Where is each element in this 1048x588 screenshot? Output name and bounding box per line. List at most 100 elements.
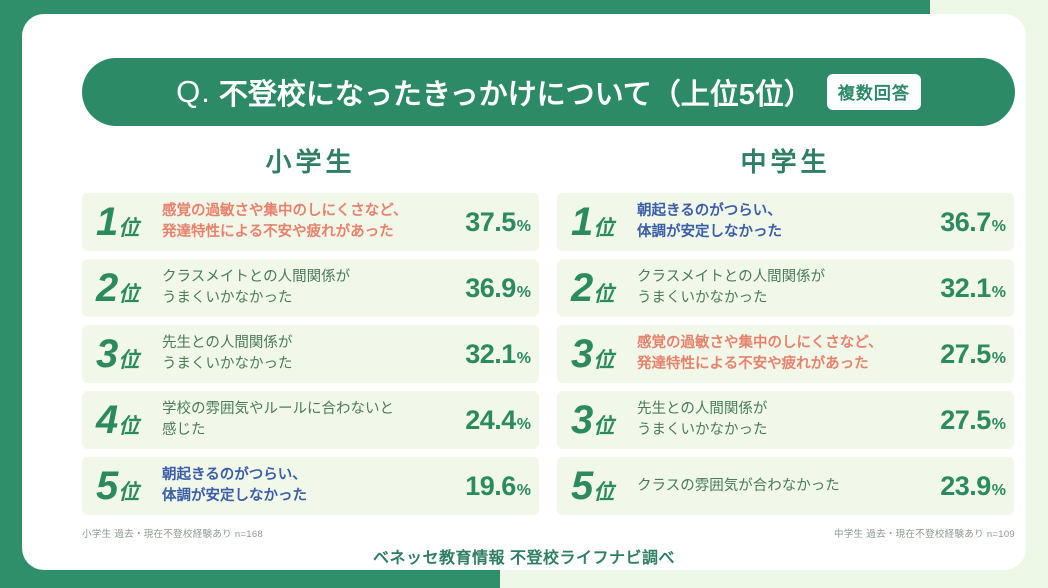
percent-sign: % [991, 217, 1006, 235]
reason-line: 体調が安定しなかった [637, 224, 782, 240]
rank-badge: 5 位 [571, 466, 637, 506]
reason-line: 朝起きるのがつらい、 [162, 467, 307, 484]
percentage-value: 27.5 % [910, 338, 1006, 369]
percentage-value: 36.7 % [910, 206, 1006, 237]
rank-unit: 位 [593, 415, 615, 438]
title-bar: Q. 不登校になったきっかけについて（上位5位） 複数回答 [82, 58, 1015, 126]
column-juniorhigh: 中学生 1 位 朝起きるのがつらい、 体調が安定しなかった 36.7 % [557, 142, 1014, 523]
rank-unit: 位 [118, 217, 140, 240]
reason-line: 感覚の過敏さや集中のしにくさなど、 [162, 203, 408, 220]
reason-text: 感覚の過敏さや集中のしにくさなど、 発達特性による不安や疲れがあった [162, 201, 435, 242]
reason-text: クラスメイトとの人間関係が うまくいかなかった [637, 267, 910, 308]
reason-line: 先生との人間関係が [162, 335, 293, 352]
results-columns: 小学生 1 位 感覚の過敏さや集中のしにくさなど、 発達特性による不安や疲れがあ… [82, 142, 1015, 523]
source-credit: ベネッセ教育情報 不登校ライフナビ調べ [373, 550, 675, 567]
table-row: 2 位 クラスメイトとの人間関係が うまくいかなかった 36.9 % [82, 259, 539, 317]
table-row: 4 位 学校の雰囲気やルールに合わないと 感じた 24.4 % [82, 391, 539, 449]
percent-sign: % [991, 283, 1006, 301]
percentage-number: 24.4 [465, 404, 516, 435]
table-row: 2 位 クラスメイトとの人間関係が うまくいかなかった 32.1 % [557, 259, 1014, 317]
reason-line: うまくいかなかった [162, 290, 293, 306]
rank-number: 5 [571, 464, 593, 508]
reason-line: 発達特性による不安や疲れがあった [162, 224, 394, 240]
percent-sign: % [991, 481, 1006, 499]
reason-line: うまくいかなかった [637, 290, 768, 306]
page-title: 不登校になったきっかけについて（上位5位） [218, 79, 813, 111]
rank-unit: 位 [118, 283, 140, 306]
rank-badge: 1 位 [571, 202, 637, 242]
rank-badge: 3 位 [96, 334, 162, 374]
rank-unit: 位 [118, 481, 140, 504]
reason-text: クラスメイトとの人間関係が うまくいかなかった [162, 267, 435, 308]
percentage-value: 24.4 % [435, 404, 531, 435]
table-row: 1 位 感覚の過敏さや集中のしにくさなど、 発達特性による不安や疲れがあった 3… [82, 193, 539, 251]
reason-line: 学校の雰囲気やルールに合わないと [162, 401, 394, 418]
percentage-value: 37.5 % [435, 206, 531, 237]
reason-text: 感覚の過敏さや集中のしにくさなど、 発達特性による不安や疲れがあった [637, 333, 910, 374]
percent-sign: % [991, 415, 1006, 433]
frame-band-bottom [0, 566, 500, 588]
reason-text: クラスの雰囲気が合わなかった [637, 476, 910, 497]
percentage-value: 27.5 % [910, 404, 1006, 435]
percentage-value: 32.1 % [910, 272, 1006, 303]
rank-badge: 5 位 [96, 466, 162, 506]
percentage-number: 36.7 [940, 206, 991, 237]
rank-badge: 4 位 [96, 400, 162, 440]
column-elementary: 小学生 1 位 感覚の過敏さや集中のしにくさなど、 発達特性による不安や疲れがあ… [82, 142, 539, 523]
table-row: 5 位 クラスの雰囲気が合わなかった 23.9 % [557, 457, 1014, 515]
table-row: 3 位 先生との人間関係が うまくいかなかった 32.1 % [82, 325, 539, 383]
percentage-number: 37.5 [465, 206, 516, 237]
sample-size-notes: 小学生 過去・現在不登校経験あり n=168 中学生 過去・現在不登校経験あり … [82, 526, 1015, 540]
reason-line: 先生との人間関係が [637, 401, 768, 418]
percent-sign: % [516, 217, 531, 235]
reason-line: 発達特性による不安や疲れがあった [637, 356, 869, 372]
reason-text: 朝起きるのがつらい、 体調が安定しなかった [162, 465, 435, 506]
percent-sign: % [991, 349, 1006, 367]
percentage-number: 19.6 [465, 470, 516, 501]
percent-sign: % [516, 283, 531, 301]
table-row: 5 位 朝起きるのがつらい、 体調が安定しなかった 19.6 % [82, 457, 539, 515]
rank-unit: 位 [593, 283, 615, 306]
rank-number: 4 [96, 398, 118, 442]
reason-line: うまくいかなかった [162, 356, 293, 372]
percentage-number: 32.1 [940, 272, 991, 303]
percent-sign: % [516, 415, 531, 433]
reason-line: 感じた [162, 422, 206, 438]
reason-text: 学校の雰囲気やルールに合わないと 感じた [162, 399, 435, 440]
reason-text: 朝起きるのがつらい、 体調が安定しなかった [637, 201, 910, 242]
rank-unit: 位 [593, 349, 615, 372]
percent-sign: % [516, 481, 531, 499]
reason-text: 先生との人間関係が うまくいかなかった [162, 333, 435, 374]
reason-line: クラスメイトとの人間関係が [637, 269, 826, 286]
column-header-elementary: 小学生 [265, 147, 356, 177]
rank-unit: 位 [118, 415, 140, 438]
rank-unit: 位 [593, 217, 615, 240]
rank-number: 5 [96, 464, 118, 508]
rank-badge: 3 位 [571, 334, 637, 374]
note-juniorhigh: 中学生 過去・現在不登校経験あり n=109 [833, 529, 1015, 540]
percentage-number: 23.9 [940, 470, 991, 501]
rank-badge: 3 位 [571, 400, 637, 440]
reason-line: クラスの雰囲気が合わなかった [637, 477, 840, 494]
percentage-number: 27.5 [940, 338, 991, 369]
rank-unit: 位 [118, 349, 140, 372]
reason-line: 体調が安定しなかった [162, 488, 307, 504]
table-row: 1 位 朝起きるのがつらい、 体調が安定しなかった 36.7 % [557, 193, 1014, 251]
rank-number: 2 [571, 266, 593, 310]
table-row: 3 位 感覚の過敏さや集中のしにくさなど、 発達特性による不安や疲れがあった 2… [557, 325, 1014, 383]
percentage-value: 23.9 % [910, 470, 1006, 501]
rank-number: 3 [571, 332, 593, 376]
percentage-value: 19.6 % [435, 470, 531, 501]
rank-badge: 2 位 [96, 268, 162, 308]
rank-number: 3 [571, 398, 593, 442]
percentage-value: 36.9 % [435, 274, 531, 302]
table-row: 3 位 先生との人間関係が うまくいかなかった 27.5 % [557, 391, 1014, 449]
rank-badge: 1 位 [96, 202, 162, 242]
percentage-number: 27.5 [940, 404, 991, 435]
reason-line: 朝起きるのがつらい、 [637, 203, 782, 220]
column-header-juniorhigh: 中学生 [740, 147, 831, 177]
reason-line: うまくいかなかった [637, 422, 768, 438]
percentage-value: 32.1 % [435, 340, 531, 368]
content-card: Q. 不登校になったきっかけについて（上位5位） 複数回答 小学生 1 位 感覚… [22, 14, 1026, 570]
